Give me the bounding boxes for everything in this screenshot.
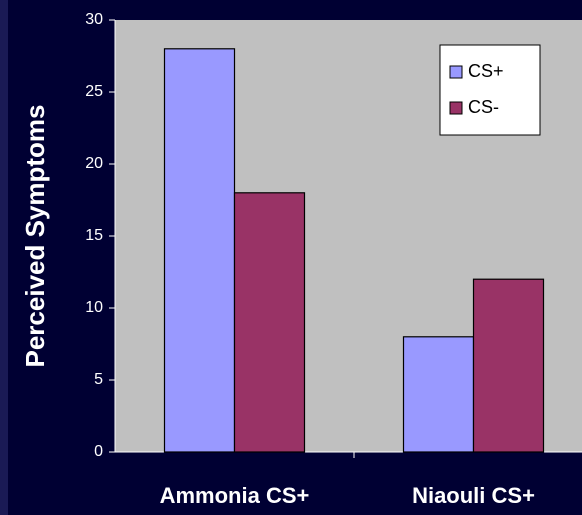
y-tick-label: 15 [85, 227, 103, 244]
y-tick-label: 30 [85, 11, 103, 28]
x-tick-label: Ammonia CS+ [160, 483, 310, 508]
y-tick-label: 0 [94, 443, 103, 460]
bar [163, 48, 236, 453]
legend-swatch [449, 65, 463, 79]
y-tick-label: 20 [85, 155, 103, 172]
legend-label: CS+ [468, 61, 504, 81]
y-tick-label: 25 [85, 83, 103, 100]
legend-swatch [449, 101, 463, 115]
edge-strip [0, 0, 8, 515]
y-axis-label: Perceived Symptoms [20, 104, 50, 367]
legend-label: CS- [468, 97, 499, 117]
y-tick-label: 10 [85, 299, 103, 316]
x-tick-label: Niaouli CS+ [412, 483, 535, 508]
bar [233, 192, 306, 453]
y-tick-label: 5 [94, 371, 103, 388]
bar [472, 278, 545, 453]
legend-box [439, 44, 541, 136]
bar [402, 336, 475, 453]
